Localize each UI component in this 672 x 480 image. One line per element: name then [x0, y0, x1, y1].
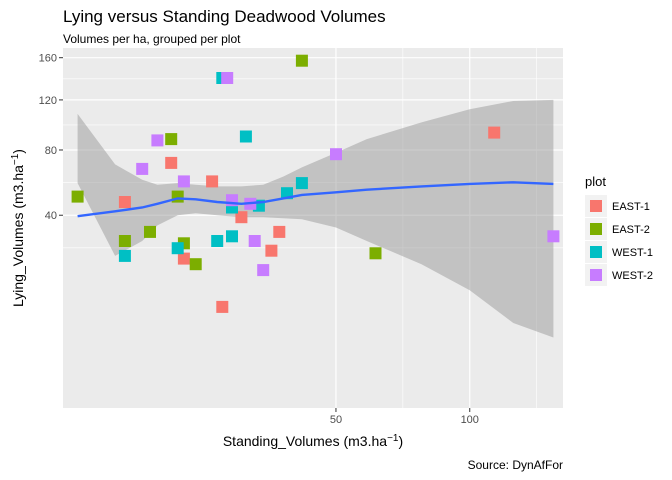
legend-label-west-1: WEST-1: [612, 247, 653, 259]
point-west-2: [136, 162, 149, 175]
point-east-1: [488, 126, 501, 139]
point-west-1: [295, 177, 308, 190]
chart-caption: Source: DynAfFor: [468, 458, 563, 472]
point-west-1: [171, 242, 184, 255]
point-west-2: [151, 134, 164, 147]
y-axis-title-superscript: −1: [10, 153, 21, 165]
point-east-2: [295, 54, 308, 67]
point-east-1: [216, 300, 229, 313]
point-west-2: [330, 148, 342, 161]
point-east-2: [144, 225, 156, 238]
y-tick-label: 40: [45, 210, 57, 222]
point-east-1: [177, 252, 190, 265]
point-west-1: [226, 230, 238, 243]
legend-label-west-2: WEST-2: [612, 270, 653, 282]
y-axis-title: Lying_Volumes (m3.ha−1): [10, 149, 26, 307]
legend: plot EAST-1 EAST-2 WEST-1 WEST-2: [585, 174, 653, 286]
legend-swatch-west-2: [590, 269, 602, 281]
point-east-2: [171, 190, 184, 203]
legend-title: plot: [585, 174, 606, 189]
y-tick-label: 160: [39, 53, 57, 65]
point-west-2: [177, 175, 190, 188]
legend-swatch-west-1: [590, 246, 602, 258]
point-east-2: [118, 235, 131, 247]
point-east-1: [165, 156, 178, 169]
x-axis-title-superscript: −1: [387, 433, 399, 444]
point-east-2: [71, 190, 84, 203]
x-tick-label: 100: [461, 414, 479, 426]
point-east-1: [118, 196, 131, 208]
point-east-1: [206, 175, 219, 188]
legend-swatch-east-1: [590, 200, 602, 212]
point-west-2: [248, 235, 261, 247]
chart-subtitle: Volumes per ha, grouped per plot: [63, 32, 241, 46]
legend-swatch-east-2: [590, 223, 602, 235]
legend-label-east-1: EAST-1: [612, 201, 650, 213]
y-tick-label: 120: [39, 95, 57, 107]
y-axis-ticks: 40 80 120 160: [39, 53, 63, 222]
point-west-2: [221, 72, 234, 84]
smooth-line: [77, 181, 554, 218]
point-west-2: [257, 264, 270, 277]
smooth-line-group: [77, 181, 554, 218]
point-east-1: [273, 225, 286, 238]
point-east-2: [189, 258, 202, 271]
x-tick-label: 50: [330, 414, 342, 426]
point-west-1: [118, 249, 131, 262]
point-west-1: [239, 130, 252, 143]
chart-title: Lying versus Standing Deadwood Volumes: [63, 7, 386, 26]
confidence-band: [77, 99, 554, 338]
point-west-2: [547, 230, 560, 243]
point-east-2: [369, 247, 382, 260]
y-tick-label: 80: [45, 145, 57, 157]
smooth-confidence-band: [77, 99, 554, 338]
x-axis-ticks: 50 100: [330, 408, 479, 426]
point-east-2: [165, 133, 178, 146]
x-axis-title: Standing_Volumes (m3.ha−1): [223, 433, 403, 449]
point-east-1: [235, 211, 248, 224]
point-east-1: [265, 244, 278, 257]
legend-label-east-2: EAST-2: [612, 224, 650, 236]
point-west-1: [211, 235, 224, 247]
